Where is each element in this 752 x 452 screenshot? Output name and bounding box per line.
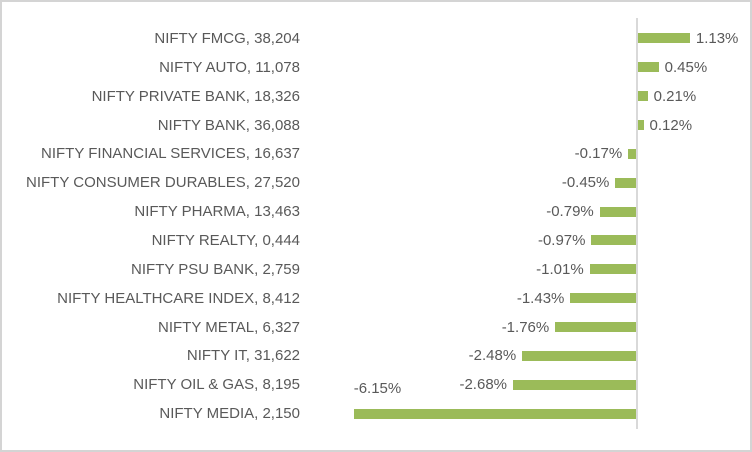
bar: [638, 91, 648, 102]
value-label: 0.45%: [664, 58, 708, 76]
chart-row: NIFTY REALTY, 0,444 -0.97%: [2, 226, 750, 255]
bar: [570, 293, 636, 304]
bar: [353, 408, 636, 419]
category-label: NIFTY MEDIA, 2,150: [159, 405, 300, 423]
chart-plot-area: NIFTY FMCG, 38,204 1.13% NIFTY AUTO, 11,…: [2, 24, 750, 428]
chart-row: NIFTY BANK, 36,088 0.12%: [2, 111, 750, 140]
bar: [555, 322, 636, 333]
value-label: -1.43%: [516, 289, 565, 307]
category-label: NIFTY CONSUMER DURABLES, 27,520: [26, 174, 300, 192]
category-label: NIFTY METAL, 6,327: [158, 318, 300, 336]
y-axis-line: [636, 18, 638, 429]
category-label: NIFTY HEALTHCARE INDEX, 8,412: [57, 289, 300, 307]
value-label: -0.45%: [561, 174, 610, 192]
chart-row: NIFTY PRIVATE BANK, 18,326 0.21%: [2, 82, 750, 111]
value-label: -1.01%: [536, 260, 584, 278]
bar: [638, 33, 690, 44]
bar: [522, 350, 636, 361]
bar: [615, 177, 636, 188]
chart-row: NIFTY IT, 31,622 -2.48%: [2, 341, 750, 370]
chart-row: NIFTY FMCG, 38,204 1.13%: [2, 24, 750, 53]
bar: [638, 120, 644, 130]
chart-row: NIFTY PSU BANK, 2,759 -1.01%: [2, 255, 750, 284]
chart-row: NIFTY PHARMA, 13,463 -0.79%: [2, 197, 750, 226]
value-label: 0.21%: [653, 87, 697, 105]
value-label: -2.48%: [468, 347, 517, 365]
bar: [591, 235, 636, 246]
chart-row: NIFTY METAL, 6,327 -1.76%: [2, 313, 750, 342]
bar: [512, 379, 636, 390]
category-label: NIFTY AUTO, 11,078: [159, 58, 300, 76]
chart-row: NIFTY HEALTHCARE INDEX, 8,412 -1.43%: [2, 284, 750, 313]
value-label: -1.76%: [501, 318, 550, 336]
category-label: NIFTY PSU BANK, 2,759: [131, 260, 300, 278]
category-label: NIFTY OIL & GAS, 8,195: [133, 376, 300, 394]
value-label: -0.97%: [537, 231, 586, 249]
chart-row: NIFTY OIL & GAS, 8,195 -2.68%: [2, 370, 750, 399]
value-label: 0.12%: [649, 116, 693, 134]
bar: [589, 264, 636, 275]
value-label: 1.13%: [695, 29, 739, 47]
category-label: NIFTY REALTY, 0,444: [151, 231, 300, 249]
value-label: -0.17%: [574, 145, 623, 163]
category-label: NIFTY PHARMA, 13,463: [134, 203, 300, 221]
chart-row: NIFTY MEDIA, 2,150 -6.15%: [2, 380, 750, 428]
bar: [638, 62, 659, 73]
bar: [599, 206, 636, 217]
chart-row: NIFTY FINANCIAL SERVICES, 16,637 -0.17%: [2, 139, 750, 168]
bar: [628, 148, 636, 159]
value-label: -6.15%: [353, 379, 402, 397]
chart-row: NIFTY AUTO, 11,078 0.45%: [2, 53, 750, 82]
category-label: NIFTY BANK, 36,088: [157, 116, 300, 134]
category-label: NIFTY IT, 31,622: [186, 347, 300, 365]
category-label: NIFTY FMCG, 38,204: [154, 29, 300, 47]
category-label: NIFTY FINANCIAL SERVICES, 16,637: [41, 145, 300, 163]
chart-row: NIFTY CONSUMER DURABLES, 27,520 -0.45%: [2, 168, 750, 197]
value-label: -0.79%: [546, 203, 594, 221]
value-label: -2.68%: [459, 376, 507, 394]
category-label: NIFTY PRIVATE BANK, 18,326: [91, 87, 300, 105]
